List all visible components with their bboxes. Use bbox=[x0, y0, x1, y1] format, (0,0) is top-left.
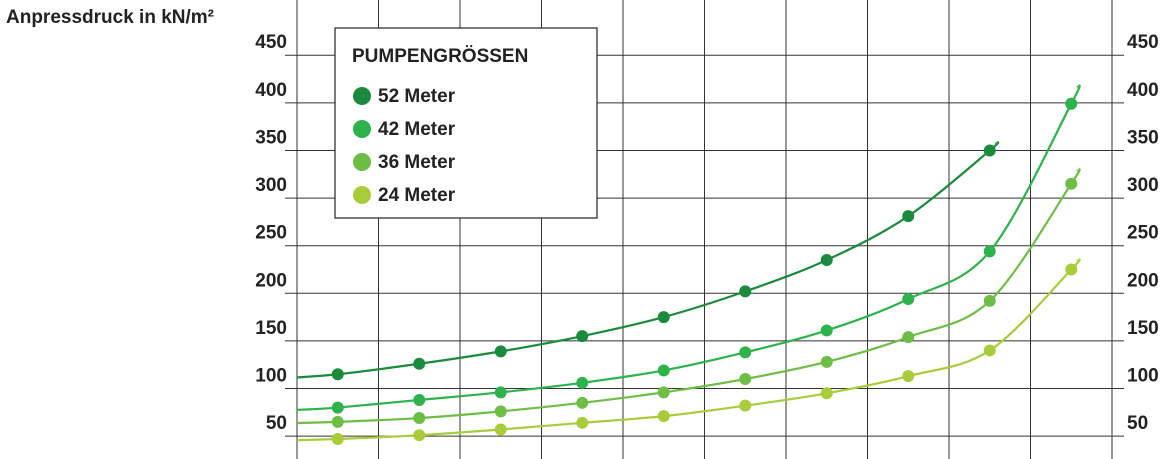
data-point bbox=[820, 253, 833, 266]
y-tick-label: 250 bbox=[255, 223, 287, 244]
data-point bbox=[413, 393, 426, 406]
y-tick-label: 400 bbox=[255, 80, 287, 101]
data-point bbox=[902, 331, 915, 344]
data-point bbox=[657, 311, 670, 324]
data-point bbox=[494, 386, 507, 399]
data-point bbox=[1065, 97, 1078, 110]
data-point bbox=[494, 423, 507, 436]
series-line bbox=[297, 258, 1081, 442]
y-tick-label-right: 250 bbox=[1127, 223, 1159, 244]
data-point bbox=[902, 293, 915, 306]
y-axis-label: Anpressdruck in kN/m² bbox=[6, 7, 214, 28]
y-tick-label: 100 bbox=[255, 366, 287, 387]
data-point bbox=[983, 294, 996, 307]
data-point bbox=[1065, 177, 1078, 190]
legend-swatch bbox=[353, 186, 371, 204]
data-point bbox=[657, 364, 670, 377]
data-point bbox=[820, 355, 833, 368]
legend-label: 36 Meter bbox=[378, 152, 456, 173]
data-point bbox=[983, 144, 996, 157]
data-point bbox=[413, 357, 426, 370]
data-point bbox=[739, 346, 752, 359]
data-point bbox=[657, 386, 670, 399]
y-tick-label-right: 100 bbox=[1127, 366, 1159, 387]
data-point bbox=[331, 433, 344, 446]
data-point bbox=[413, 429, 426, 442]
data-point bbox=[902, 210, 915, 223]
y-tick-label: 50 bbox=[266, 413, 287, 434]
data-point bbox=[576, 330, 589, 343]
data-point bbox=[820, 324, 833, 337]
y-tick-label: 200 bbox=[255, 270, 287, 291]
y-tick-label-right: 150 bbox=[1127, 318, 1159, 339]
y-tick-label: 450 bbox=[255, 32, 287, 53]
data-point bbox=[902, 370, 915, 383]
data-point bbox=[739, 285, 752, 298]
y-tick-label: 150 bbox=[255, 318, 287, 339]
data-point bbox=[657, 410, 670, 423]
data-point bbox=[331, 368, 344, 381]
data-point bbox=[983, 344, 996, 357]
y-tick-label-right: 450 bbox=[1127, 32, 1159, 53]
legend-swatch bbox=[353, 120, 371, 138]
y-tick-label-right: 50 bbox=[1127, 413, 1148, 434]
y-tick-label-right: 400 bbox=[1127, 80, 1159, 101]
legend-label: 24 Meter bbox=[378, 185, 456, 206]
data-point bbox=[1065, 263, 1078, 276]
data-point bbox=[331, 401, 344, 414]
data-point bbox=[983, 245, 996, 258]
legend-box bbox=[334, 27, 598, 219]
y-tick-label-right: 350 bbox=[1127, 127, 1159, 148]
data-point bbox=[739, 399, 752, 412]
data-point bbox=[820, 387, 833, 400]
data-point bbox=[413, 412, 426, 425]
legend-label: 52 Meter bbox=[378, 86, 456, 107]
y-tick-label: 300 bbox=[255, 175, 287, 196]
data-point bbox=[576, 376, 589, 389]
data-point bbox=[576, 416, 589, 429]
legend-swatch bbox=[353, 153, 371, 171]
legend-title: PUMPENGRÖSSEN bbox=[352, 46, 528, 67]
data-point bbox=[494, 405, 507, 418]
data-point bbox=[576, 396, 589, 409]
legend-swatch bbox=[353, 87, 371, 105]
data-point bbox=[494, 345, 507, 358]
data-point bbox=[331, 415, 344, 428]
data-point bbox=[739, 373, 752, 386]
y-tick-label: 350 bbox=[255, 127, 287, 148]
plot-area bbox=[297, 84, 1081, 446]
y-tick-label-right: 200 bbox=[1127, 270, 1159, 291]
y-tick-label-right: 300 bbox=[1127, 175, 1159, 196]
legend-label: 42 Meter bbox=[378, 119, 456, 140]
